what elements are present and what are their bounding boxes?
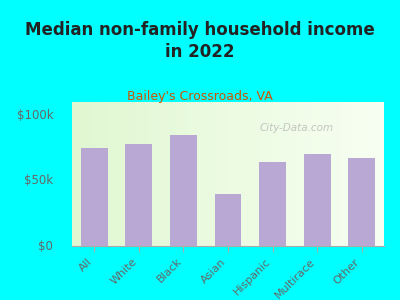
Text: City-Data.com: City-Data.com	[260, 123, 334, 133]
Bar	[259, 162, 286, 246]
Text: $50k: $50k	[24, 174, 53, 187]
Bar	[81, 148, 108, 246]
Bar	[170, 135, 197, 246]
Text: $0: $0	[38, 239, 53, 253]
Bar	[215, 194, 241, 246]
Bar	[126, 144, 152, 246]
Bar	[304, 154, 330, 246]
Bar	[348, 158, 375, 246]
Text: Median non-family household income
in 2022: Median non-family household income in 20…	[25, 21, 375, 61]
Text: $100k: $100k	[17, 109, 53, 122]
Text: Bailey's Crossroads, VA: Bailey's Crossroads, VA	[127, 90, 273, 103]
